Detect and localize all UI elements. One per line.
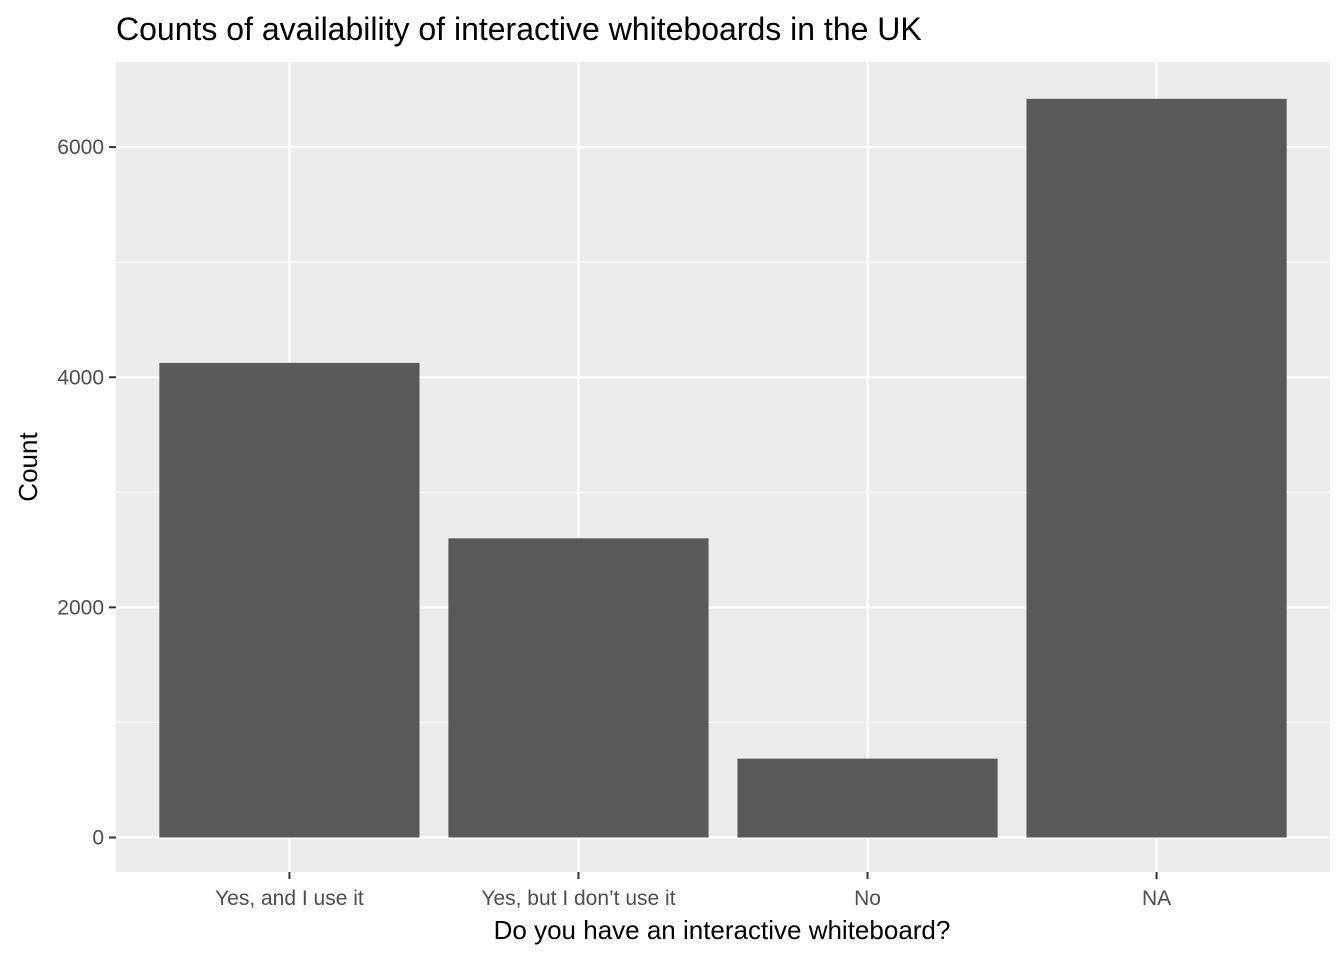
x-tick-label: NA (1142, 887, 1171, 910)
y-axis: 0 2000 4000 6000 (57, 136, 116, 849)
bar (1026, 98, 1287, 838)
y-tick-label: 6000 (57, 136, 104, 159)
y-tick-label: 0 (92, 826, 104, 849)
x-tick-label: Yes, but I don’t use it (481, 887, 675, 910)
x-tick-label: No (854, 887, 881, 910)
bar (737, 758, 998, 838)
x-tick-label: Yes, and I use it (215, 887, 364, 910)
y-tick-label: 2000 (57, 596, 104, 619)
bar (159, 362, 420, 838)
y-axis-title: Count (13, 432, 43, 502)
bars (159, 98, 1287, 838)
y-tick-label: 4000 (57, 366, 104, 389)
x-axis: Yes, and I use it Yes, but I don’t use it… (215, 872, 1171, 910)
chart-title: Counts of availability of interactive wh… (116, 11, 922, 47)
bar (448, 538, 709, 838)
x-axis-title: Do you have an interactive whiteboard? (494, 915, 951, 945)
